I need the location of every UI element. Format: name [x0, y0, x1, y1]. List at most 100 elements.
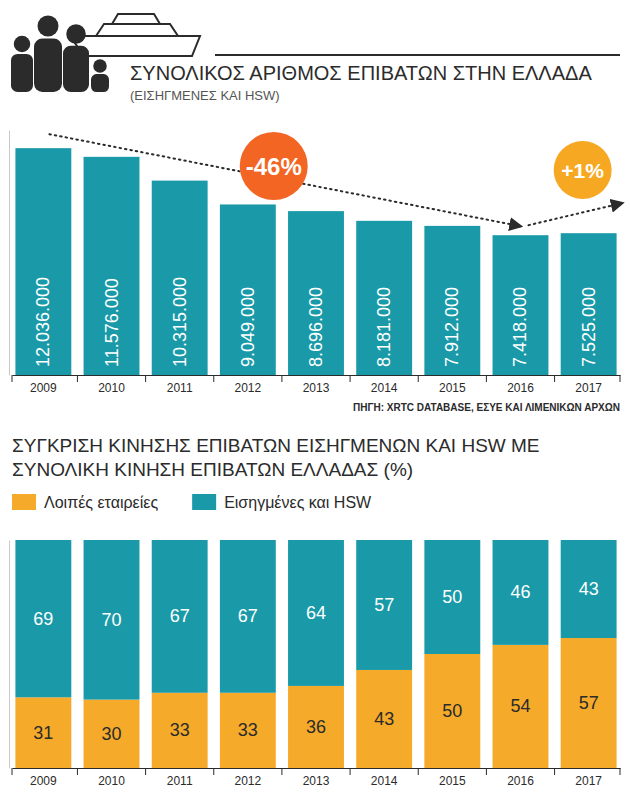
x-tick-label: 2016: [507, 381, 534, 395]
legend-swatch: [192, 494, 216, 510]
x-tick: 2013: [303, 774, 330, 788]
bar: [493, 235, 549, 375]
bar-segment: [15, 697, 71, 768]
bar: [356, 221, 412, 375]
x-tick: 2016: [507, 774, 534, 788]
x-axis-line: [13, 375, 621, 376]
bar-segment: [561, 540, 617, 638]
data-label: 46: [510, 582, 530, 602]
data-label: 50: [442, 587, 462, 607]
bar-segment: [220, 540, 276, 693]
x-separators: [12, 375, 620, 382]
data-label: 11.576.000: [102, 278, 122, 367]
x-tick-label: 2015: [439, 774, 466, 788]
data-label: 10.315.000: [170, 277, 190, 367]
data-label: 67: [238, 606, 258, 626]
x-separator: [281, 768, 282, 775]
icon-person-head: [14, 36, 31, 53]
x-separator: [620, 768, 621, 775]
bar-segment: [15, 540, 71, 697]
x-tick: 2009: [30, 381, 57, 395]
annotation-badge: [240, 132, 308, 200]
x-tick-label: 2017: [575, 774, 602, 788]
bar-segment: [288, 540, 344, 686]
x-tick-label: 2015: [439, 381, 466, 395]
bar-segment: [84, 540, 140, 700]
x-tick-label: 2014: [371, 381, 398, 395]
x-separator: [213, 375, 214, 382]
data-label: 54: [510, 696, 530, 716]
icon-ship: [112, 14, 160, 24]
data-labels: 313033333643505457697067676457504643: [33, 579, 598, 744]
y-axis-line: [9, 131, 10, 376]
chart-root: ΣΥΝΟΛΙΚΟΣ ΑΡΙΘΜΟΣ ΕΠΙΒΑΤΩΝ ΣΤΗΝ ΕΛΛΑΔΑ (Ε…: [0, 0, 630, 800]
x-separator: [620, 375, 621, 382]
bar-segment: [152, 693, 208, 768]
data-label: 8.181.000: [374, 287, 394, 367]
icon-person-head: [38, 16, 59, 37]
annotation-badge: [554, 141, 612, 199]
x-separator: [350, 768, 351, 775]
data-label: 70: [102, 610, 122, 630]
icon-ship: [70, 36, 200, 56]
data-labels: 12.036.00011.576.00010.315.0009.049.0008…: [33, 277, 598, 367]
x-tick: 2012: [234, 774, 261, 788]
icon-person-body: [63, 46, 89, 92]
y-axis-line: [9, 541, 10, 769]
bar-segment: [424, 540, 480, 654]
data-label: 50: [442, 701, 462, 721]
x-tick: 2015: [439, 774, 466, 788]
x-axis-line: [13, 768, 621, 769]
x-tick-label: 2013: [303, 774, 330, 788]
x-tick-label: 2011: [167, 774, 193, 788]
y-axis: [9, 541, 10, 769]
x-tick-label: 2012: [234, 774, 261, 788]
annotation-text: -46%: [246, 153, 302, 180]
icon-person-body: [11, 54, 33, 92]
data-label: 57: [579, 693, 599, 713]
bar-segment: [561, 638, 617, 768]
y-axis: [9, 131, 10, 376]
x-separator: [486, 375, 487, 382]
bars: [15, 540, 616, 768]
x-separator: [281, 375, 282, 382]
data-label: 43: [374, 709, 394, 729]
data-label: 30: [102, 724, 122, 744]
icon-person-head: [93, 59, 107, 73]
bar-segment: [220, 693, 276, 768]
x-tick: 2017: [575, 774, 602, 788]
annotations: -46%+1%: [49, 132, 622, 226]
x-tick-label: 2009: [30, 381, 57, 395]
icon-person-head: [66, 24, 86, 44]
x-tick: 2015: [439, 381, 466, 395]
x-tick-label: 2016: [507, 774, 534, 788]
x-tick: 2009: [30, 774, 57, 788]
x-tick-label: 2014: [371, 774, 398, 788]
x-tick: 2017: [575, 381, 602, 395]
x-tick-label: 2013: [303, 381, 330, 395]
chart-title: ΣΥΓΚΡΙΣΗ ΚΙΝΗΣΗΣ ΕΠΙΒΑΤΩΝ ΕΙΣΗΓΜΕΝΩΝ ΚΑΙ…: [12, 435, 540, 480]
x-axis: 200920102011201220132014201520162017: [13, 376, 621, 395]
legend: Λοιπές εταιρείεςΕισηγμένες και HSW: [12, 494, 372, 511]
bar-segment: [152, 540, 208, 693]
bar: [561, 233, 617, 375]
x-tick-label: 2017: [575, 381, 602, 395]
x-separator: [213, 768, 214, 775]
x-separator: [77, 375, 78, 382]
data-label: 12.036.000: [33, 277, 53, 367]
icon-ship: [96, 24, 178, 36]
data-label: 8.696.000: [306, 287, 326, 367]
chart-title: ΣΥΝΟΛΙΚΟΣ ΑΡΙΘΜΟΣ ΕΠΙΒΑΤΩΝ ΣΤΗΝ ΕΛΛΑΔΑ: [130, 62, 592, 84]
legend-swatch: [12, 494, 36, 510]
x-tick: 2016: [507, 381, 534, 395]
data-label: 43: [579, 579, 599, 599]
data-label: 33: [238, 720, 258, 740]
x-separator: [145, 375, 146, 382]
x-tick: 2010: [98, 381, 125, 395]
x-separator: [418, 768, 419, 775]
data-label: 36: [306, 717, 326, 737]
x-tick-label: 2011: [167, 381, 193, 395]
bar: [152, 181, 208, 375]
chart-subtitle: (ΕΙΣΗΓΜΕΝΕΣ ΚΑΙ HSW): [130, 88, 280, 103]
x-separator: [350, 375, 351, 382]
